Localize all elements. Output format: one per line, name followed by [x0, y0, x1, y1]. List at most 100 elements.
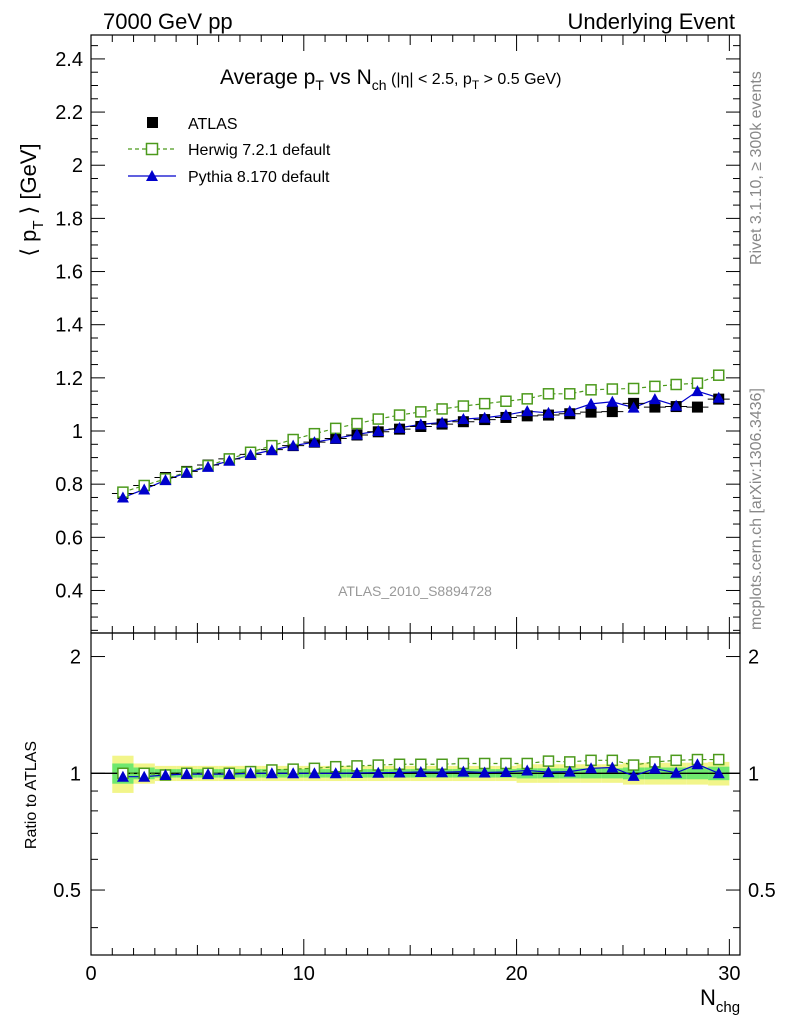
ratio-ytick-label: 1 — [70, 763, 81, 785]
herwig-point — [542, 388, 555, 400]
pythia-point — [457, 413, 470, 425]
pythia-point — [712, 391, 725, 403]
main-ytick-label: 2 — [72, 155, 83, 177]
pythia-point — [606, 395, 619, 407]
pythia-point — [265, 444, 278, 456]
ratio-ylabel: Ratio to ATLAS — [23, 741, 40, 849]
herwig-point — [564, 388, 576, 400]
pythia-point — [670, 399, 683, 411]
ratio-herwig-point — [564, 756, 576, 768]
ratio-pythia-point — [180, 768, 193, 780]
legend: ATLAS Herwig 7.2.1 default Pythia 8.170 … — [128, 116, 331, 186]
ratio-herwig-point — [542, 755, 555, 767]
ratio-pythia-point — [116, 770, 129, 782]
ratio-pythia-point — [648, 762, 661, 774]
pythia-point — [414, 418, 427, 430]
ratio-pythia-point — [393, 766, 406, 778]
ratio-pythia-point — [265, 767, 278, 779]
pythia-point — [138, 483, 151, 495]
ratio-xtick-label: 30 — [718, 963, 740, 985]
legend-marker-herwig — [145, 142, 159, 156]
pythia-point — [691, 385, 704, 397]
main-ytick-label: 0.4 — [55, 580, 83, 602]
ratio-ytick-label: 0.5 — [53, 880, 81, 902]
herwig-point — [372, 413, 385, 425]
herwig-point — [606, 383, 619, 395]
main-ylabel: ⟨ pT ⟩ [GeV] — [16, 143, 47, 256]
ratio-pythia-point — [542, 766, 555, 778]
main-ytick-label: 2.4 — [55, 49, 83, 71]
pythia-point — [627, 401, 640, 413]
herwig-point — [457, 400, 470, 412]
ratio-xlabel: Nchg — [700, 985, 740, 1016]
header-right: Underlying Event — [567, 9, 735, 34]
herwig-point — [436, 403, 448, 415]
legend-marker-atlas — [147, 117, 158, 128]
herwig-point — [415, 406, 427, 418]
herwig-point — [500, 395, 512, 407]
ratio-pythia-point — [521, 764, 534, 776]
pythia-point — [478, 411, 491, 423]
ratio-pythia-point — [670, 766, 683, 778]
pythia-point — [244, 448, 257, 460]
header-left: 7000 GeV pp — [103, 9, 233, 34]
ratio-pythia-point — [372, 766, 385, 778]
pythia-point — [499, 409, 512, 421]
mcplots-label: mcplots.cern.ch [arXiv:1306.3436] — [748, 388, 765, 630]
ratio-herwig-point — [712, 753, 725, 766]
ratio-pythia-point — [606, 761, 619, 773]
ratio-plot: 0.5 0.51 12 20 10 20 30 Ratio to ATLAS Nchg — [23, 632, 776, 1016]
main-ytick-label: 1.6 — [55, 262, 83, 284]
herwig-point — [712, 369, 725, 381]
ratio-series — [116, 753, 725, 782]
pythia-point — [223, 454, 236, 466]
main-axes: 0.4 0.6 0.8 1 1.2 1.4 1.6 1.8 2 2.2 2.4 — [55, 35, 740, 633]
ratio-pythia-point — [436, 766, 449, 778]
herwig-point — [478, 397, 491, 410]
pythia-point — [542, 406, 555, 418]
ratio-herwig-point — [627, 759, 640, 771]
main-plot: ATLAS_2010_S8894728 0.4 0.6 0.8 1 1.2 1.4 1.6 1… — [16, 34, 741, 634]
ratio-pythia-point — [457, 765, 470, 777]
main-series — [111, 369, 730, 503]
ratio-pythia-point — [138, 770, 151, 782]
pythia-point — [393, 421, 406, 433]
ratio-pythia-point — [691, 758, 704, 770]
pythia-point — [159, 474, 172, 486]
legend-label-pythia: Pythia 8.170 default — [188, 169, 330, 186]
watermark: ATLAS_2010_S8894728 — [338, 583, 492, 599]
pythia-point — [180, 466, 193, 478]
herwig-point — [393, 409, 406, 421]
main-ytick-label: 1 — [72, 421, 83, 443]
herwig-point — [649, 380, 661, 393]
main-ytick-label: 2.2 — [55, 102, 83, 124]
main-title: Average pT vs Nch (|η| < 2.5, pT > 0.5 G… — [220, 66, 561, 93]
ratio-pythia-point — [202, 768, 215, 780]
herwig-point — [329, 422, 342, 435]
ratio-axes: 0.5 0.51 12 20 10 20 30 — [53, 633, 776, 985]
ratio-pythia-point — [563, 765, 576, 777]
main-ytick-label: 1.2 — [55, 368, 83, 390]
pythia-point — [436, 416, 449, 428]
main-ytick-label: 1.8 — [55, 208, 83, 230]
pythia-point — [308, 436, 321, 448]
pythia-point — [287, 439, 300, 451]
pythia-point — [329, 432, 342, 444]
main-ytick-label: 0.8 — [55, 474, 83, 496]
ratio-ytick-label-right: 2 — [748, 647, 759, 669]
herwig-point — [521, 393, 533, 405]
ratio-pythia-point — [478, 766, 491, 778]
ratio-pythia-point — [308, 767, 321, 779]
ratio-frame — [90, 632, 741, 956]
ratio-xtick-label: 0 — [85, 963, 96, 985]
atlas-point — [606, 406, 618, 418]
legend-label-atlas: ATLAS — [188, 116, 238, 133]
ratio-pythia-point — [414, 765, 427, 777]
ratio-xtick-label: 20 — [505, 963, 527, 985]
pythia-point — [585, 397, 598, 409]
atlas-point — [585, 406, 597, 418]
main-ytick-label: 1.4 — [55, 315, 83, 337]
pythia-point — [350, 428, 363, 440]
herwig-point — [585, 384, 597, 396]
